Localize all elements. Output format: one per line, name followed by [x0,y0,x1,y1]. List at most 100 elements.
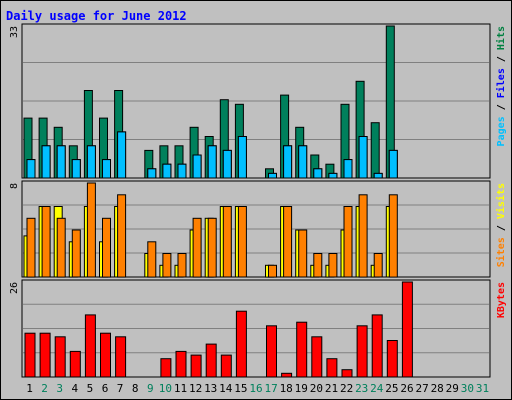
bar-kbytes-day-15 [235,310,247,378]
bar-pages-day-15 [237,136,247,179]
bar-sites-day-5 [86,182,96,278]
legend-item: KBytes [496,282,507,318]
y-max-label: 8 [9,183,20,189]
bar-kbytes-day-3 [54,336,66,378]
bar-pages-day-5 [86,145,96,179]
x-tick-label: 20 [310,382,323,395]
bar-sites-day-17 [268,264,277,278]
bar-kbytes-day-20 [311,336,323,378]
bar-sites-day-1 [26,217,36,278]
bar-pages-day-4 [71,159,81,179]
bar-kbytes-day-12 [190,354,202,378]
bar-kbytes-day-2 [39,332,51,378]
bar-sites-day-7 [117,194,127,278]
x-tick-label: 23 [355,382,368,395]
bar-pages-day-7 [117,131,127,179]
bar-sites-day-20 [313,253,323,278]
panel-kbytes: 26 KBytes [9,279,507,378]
bar-kbytes-day-7 [115,336,127,378]
x-tick-label: 4 [71,382,78,395]
x-tick-label: 7 [117,382,124,395]
bar-kbytes-day-13 [205,343,217,378]
legend-item: Visits [495,183,507,219]
bar-pages-day-21 [328,172,338,179]
bar-pages-day-9 [147,168,157,179]
bar-kbytes-day-25 [386,340,398,378]
x-tick-label: 26 [400,382,413,395]
x-tick-label: 31 [476,382,489,395]
x-tick-label: 17 [264,382,277,395]
x-tick-label: 30 [461,382,474,395]
bar-pages-day-14 [222,149,232,179]
x-tick-label: 24 [370,382,384,395]
x-tick-label: 2 [41,382,48,395]
x-tick-label: 9 [147,382,154,395]
bar-kbytes-day-1 [24,332,36,378]
bar-sites-day-3 [56,217,66,278]
bar-pages-day-22 [343,159,353,179]
x-tick-label: 29 [446,382,459,395]
bar-sites-day-22 [343,206,353,278]
bar-sites-day-6 [102,217,111,278]
x-tick-label: 8 [132,382,139,395]
bar-sites-day-19 [298,229,308,278]
legend-item: Pages [496,116,507,146]
y-max-label: 33 [9,26,20,38]
x-tick-label: 10 [159,382,172,395]
x-tick-label: 28 [431,382,444,395]
bar-kbytes-day-14 [220,354,232,378]
bar-kbytes-day-10 [160,358,172,378]
legend-kbytes: KBytes [496,282,507,318]
bar-pages-day-10 [162,163,172,179]
bar-pages-day-6 [102,159,111,179]
bar-kbytes-day-26 [401,281,413,378]
bar-pages-day-12 [192,154,202,179]
x-tick-label: 14 [219,382,233,395]
chart-title: Daily usage for June 2012 [6,9,187,23]
bar-sites-day-21 [328,253,338,278]
bar-pages-day-11 [177,163,187,179]
bar-sites-day-23 [358,194,368,278]
legend-item: Hits [495,26,507,50]
bar-kbytes-day-19 [296,321,308,378]
bar-sites-day-24 [373,253,383,278]
panel-pages-files-hits: 33 Pages / Files / Hits [9,23,507,179]
y-max-label: 26 [9,282,20,294]
bar-kbytes-day-17 [266,325,277,378]
bar-kbytes-day-21 [326,358,338,378]
bar-pages-day-20 [313,168,323,179]
x-tick-label: 13 [204,382,217,395]
bar-pages-day-2 [41,145,51,179]
bar-kbytes-day-23 [356,325,368,378]
bar-kbytes-day-22 [341,369,353,378]
bar-pages-day-25 [388,149,398,179]
bar-sites-day-13 [207,217,217,278]
x-tick-label: 5 [87,382,94,395]
x-tick-label: 16 [249,382,262,395]
bar-pages-day-13 [207,145,217,179]
x-axis-day-labels: 1 2 3 4 5 6 7 8 9 10 11 12 13 14 15 16 17 18 19 20 21 22 23 24 2… [26,382,489,395]
bar-sites-day-25 [388,194,398,278]
bar-sites-day-12 [192,217,202,278]
bar-kbytes-day-18 [281,372,293,378]
x-tick-label: 1 [26,382,33,395]
bar-kbytes-day-24 [371,314,383,378]
legend-item: Files [495,68,507,98]
bar-pages-day-24 [373,172,383,179]
bar-sites-day-9 [147,241,157,278]
bar-hits-day-24 [370,122,380,179]
x-tick-label: 25 [385,382,398,395]
bar-sites-day-2 [41,206,51,278]
bar-pages-day-17 [268,172,277,179]
legend-separator: / [496,98,507,116]
legend-visits-sites: Sites / Visits [495,183,507,267]
x-tick-label: 15 [234,382,247,395]
x-tick-label: 27 [415,382,428,395]
bar-pages-day-1 [26,159,36,179]
bar-sites-day-14 [222,206,232,278]
x-tick-label: 11 [174,382,187,395]
bar-pages-day-19 [298,145,308,179]
legend-separator: / [496,219,507,237]
x-tick-label: 22 [340,382,353,395]
